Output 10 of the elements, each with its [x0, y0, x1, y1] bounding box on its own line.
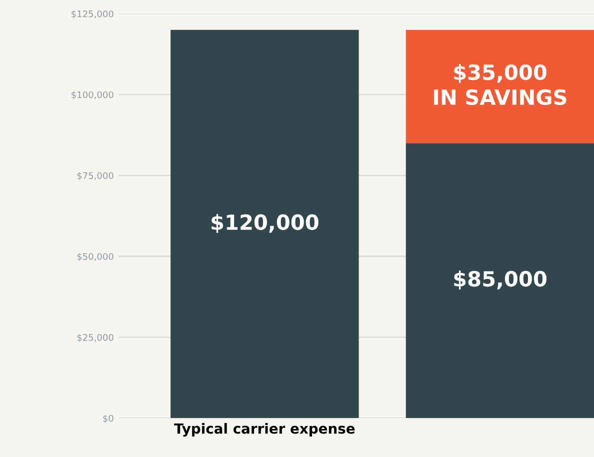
y-tick-label: $50,000 [77, 252, 114, 262]
x-tick-label: Typical carrier expense [174, 423, 355, 437]
y-tick-label: $100,000 [72, 91, 114, 100]
data-label: $85,000 [454, 270, 546, 290]
data-label: $120,000 [212, 214, 318, 233]
y-tick-label: $25,000 [77, 334, 114, 342]
data-label: $35,000 IN SAVINGS [434, 64, 566, 106]
y-tick-label: $125,000 [72, 10, 114, 18]
y-tick-label: $75,000 [77, 172, 114, 180]
y-tick-label: $0 [103, 414, 114, 423]
